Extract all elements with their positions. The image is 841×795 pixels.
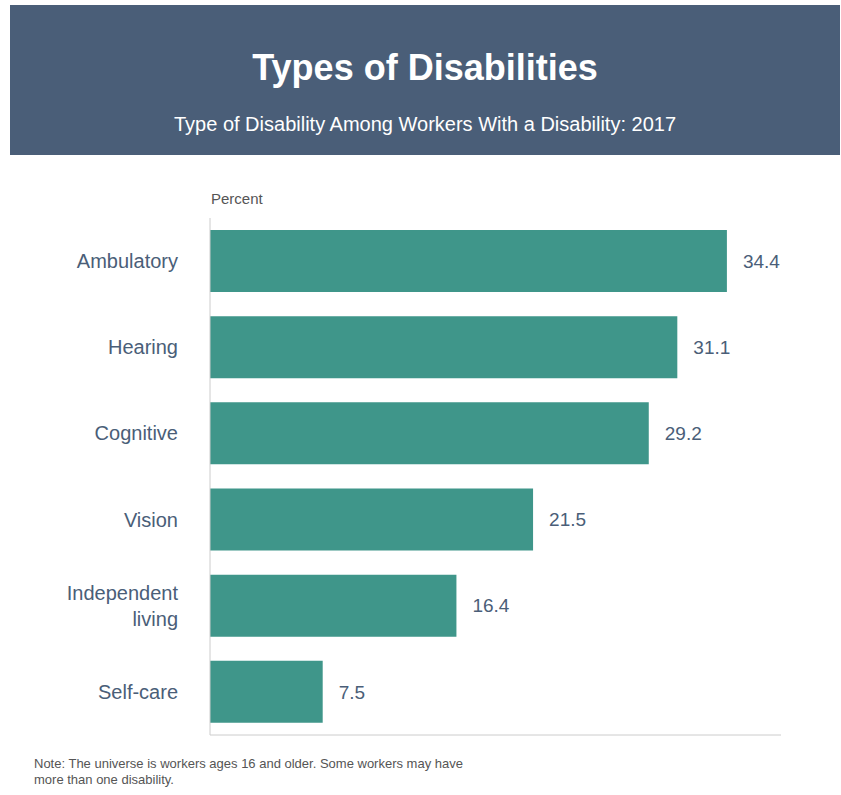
svg-text:Self-care: Self-care (98, 681, 178, 703)
svg-text:31.1: 31.1 (693, 337, 730, 358)
svg-text:7.5: 7.5 (339, 682, 365, 703)
svg-text:29.2: 29.2 (665, 423, 702, 444)
html-text:Types of Disabilities: Types of Disabilities (252, 47, 598, 88)
html-text:Type of Disability Among Worke: Type of Disability Among Workers With a … (174, 113, 676, 135)
svg-text:34.4: 34.4 (743, 251, 780, 272)
svg-text:Ambulatory: Ambulatory (77, 250, 178, 272)
html-text:Percent: Percent (211, 190, 263, 207)
html-text:Note: The universe is workers: Note: The universe is workers ages 16 an… (34, 756, 463, 787)
svg-text:21.5: 21.5 (549, 509, 586, 530)
svg-text:16.4: 16.4 (472, 595, 509, 616)
svg-text:Vision: Vision (124, 509, 178, 531)
svg-text:Hearing: Hearing (108, 336, 178, 358)
svg-text:Independentliving: Independentliving (67, 582, 179, 630)
svg-text:Cognitive: Cognitive (95, 422, 178, 444)
